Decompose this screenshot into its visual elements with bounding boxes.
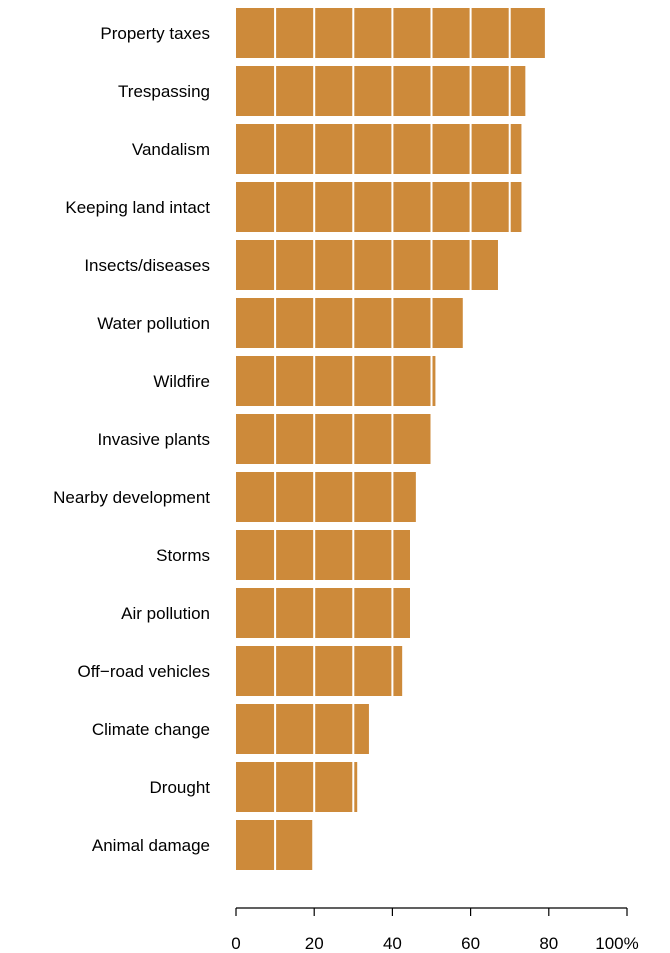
bar bbox=[236, 530, 410, 580]
category-label: Water pollution bbox=[97, 314, 210, 333]
category-label: Air pollution bbox=[121, 604, 210, 623]
bar bbox=[236, 66, 526, 116]
category-label: Drought bbox=[150, 778, 211, 797]
category-label: Nearby development bbox=[53, 488, 210, 507]
category-label: Invasive plants bbox=[98, 430, 210, 449]
x-tick-label: 80 bbox=[539, 934, 558, 953]
x-tick-label: 40 bbox=[383, 934, 402, 953]
category-label: Climate change bbox=[92, 720, 210, 739]
category-label: Keeping land intact bbox=[65, 198, 210, 217]
x-tick-label: 20 bbox=[305, 934, 324, 953]
bar bbox=[236, 472, 416, 522]
gridlines-group bbox=[274, 8, 589, 870]
category-labels-group: Property taxes Trespassing Vandalism Keepin… bbox=[53, 24, 210, 855]
bar bbox=[236, 240, 498, 290]
category-label: Storms bbox=[156, 546, 210, 565]
category-label: Animal damage bbox=[92, 836, 210, 855]
category-label: Property taxes bbox=[100, 24, 210, 43]
bar bbox=[236, 8, 545, 58]
bar bbox=[236, 704, 369, 754]
bars-group bbox=[236, 8, 545, 870]
x-tick-label: 60 bbox=[461, 934, 480, 953]
bar bbox=[236, 124, 522, 174]
bar bbox=[236, 646, 403, 696]
category-label: Trespassing bbox=[118, 82, 210, 101]
bar bbox=[236, 588, 410, 638]
bar bbox=[236, 356, 436, 406]
x-axis: 0 20 40 60 80 100% bbox=[231, 907, 639, 953]
bar bbox=[236, 298, 463, 348]
category-label: Vandalism bbox=[132, 140, 210, 159]
bar bbox=[236, 762, 358, 812]
x-tick-label: 0 bbox=[231, 934, 240, 953]
bar bbox=[236, 182, 522, 232]
bar bbox=[236, 414, 432, 464]
x-tick-label: 100% bbox=[595, 934, 638, 953]
category-label: Off−road vehicles bbox=[78, 662, 210, 681]
category-label: Wildfire bbox=[153, 372, 210, 391]
category-label: Insects/diseases bbox=[84, 256, 210, 275]
